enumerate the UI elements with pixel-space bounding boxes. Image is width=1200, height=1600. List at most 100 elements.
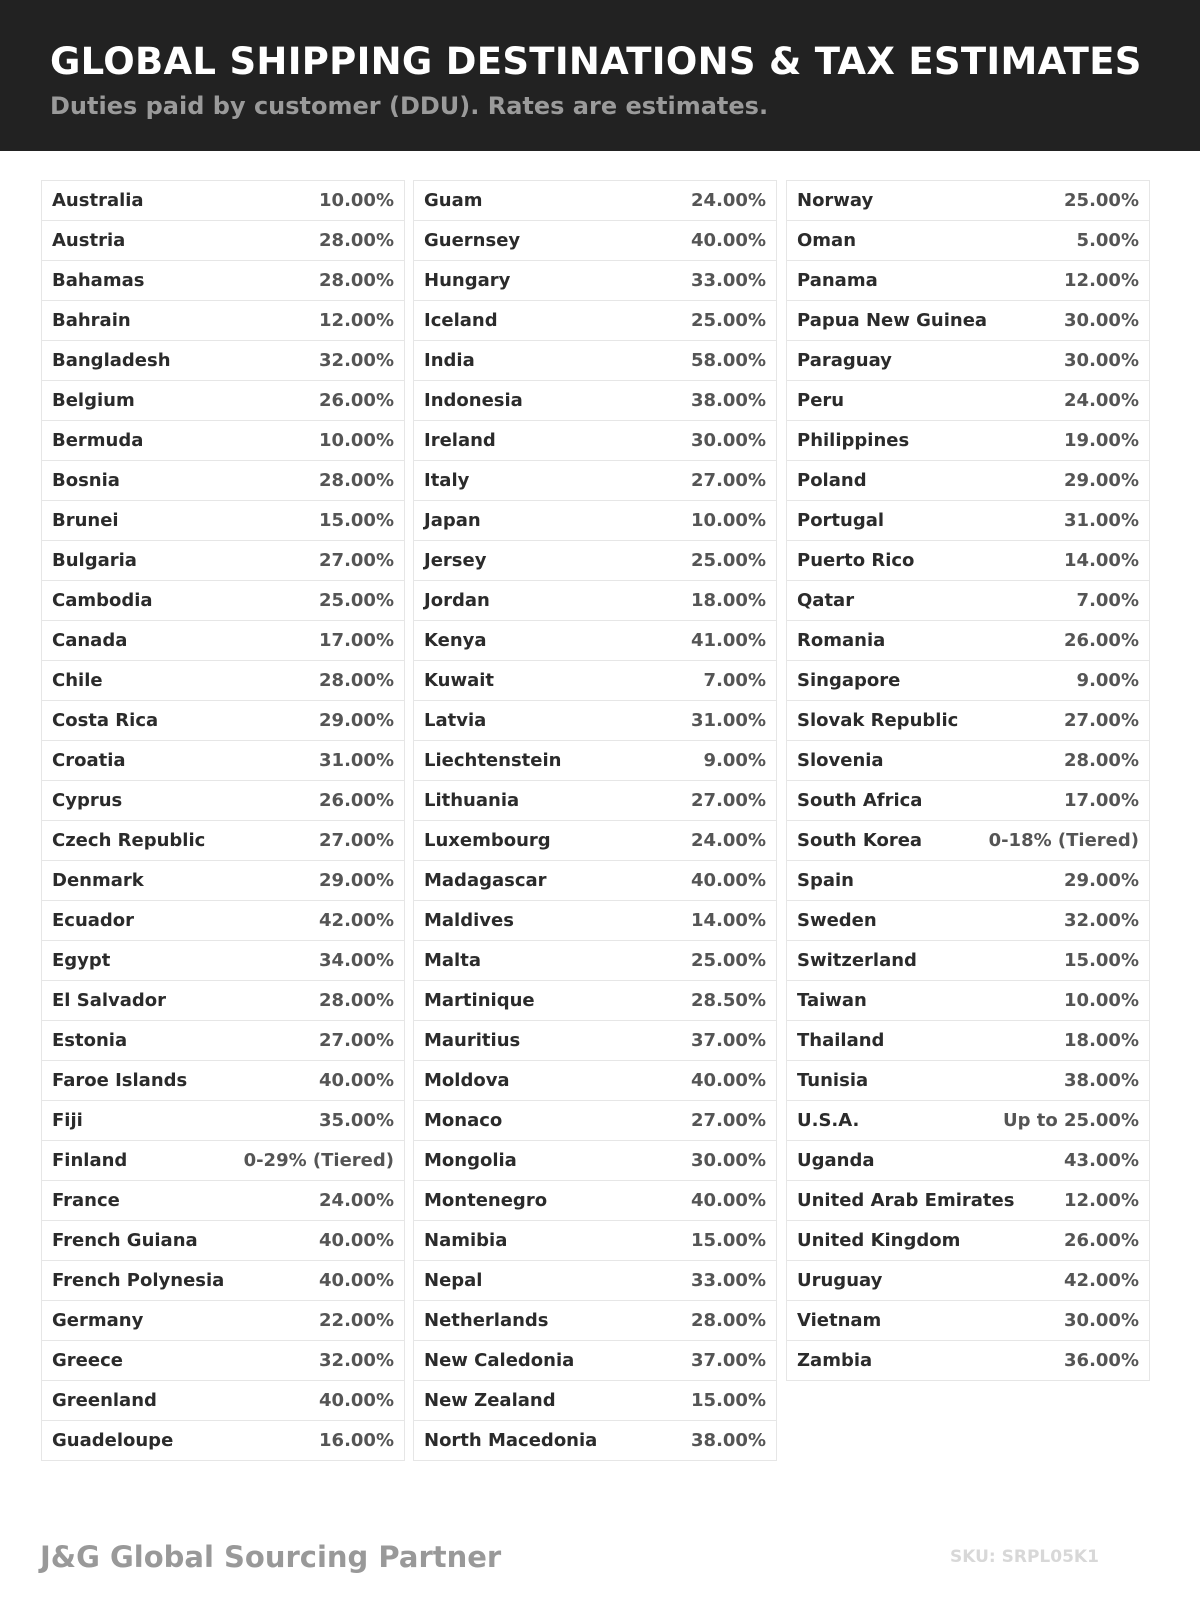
table-row: Puerto Rico 14.00% [787,541,1149,581]
country-name: France [52,1190,120,1211]
country-name: Japan [424,510,481,531]
country-name: Australia [52,190,144,211]
country-name: Finland [52,1150,128,1171]
country-name: Guernsey [424,230,521,251]
table-row: Greenland 40.00% [42,1381,404,1421]
table-row: Poland 29.00% [787,461,1149,501]
table-row: Sweden 32.00% [787,901,1149,941]
tax-rate: 28.00% [319,270,394,291]
country-name: Guam [424,190,483,211]
country-name: Namibia [424,1230,508,1251]
tax-rate: 40.00% [691,1070,766,1091]
tax-rate: 27.00% [691,1110,766,1131]
table-row: Denmark 29.00% [42,861,404,901]
table-row: Ecuador 42.00% [42,901,404,941]
table-row: Bahrain 12.00% [42,301,404,341]
table-row: French Polynesia 40.00% [42,1261,404,1301]
table-row: Namibia 15.00% [414,1221,776,1261]
tax-rate: 37.00% [691,1030,766,1051]
country-name: Hungary [424,270,511,291]
country-name: Poland [797,470,867,491]
table-row: Greece 32.00% [42,1341,404,1381]
tax-rate: 19.00% [1064,430,1139,451]
country-name: South Korea [797,830,923,851]
tax-rate: 16.00% [319,1430,394,1451]
table-row: Switzerland 15.00% [787,941,1149,981]
table-row: Qatar 7.00% [787,581,1149,621]
table-row: Costa Rica 29.00% [42,701,404,741]
table-row: Zambia 36.00% [787,1341,1149,1381]
page-subtitle: Duties paid by customer (DDU). Rates are… [50,92,769,120]
tax-rate: 27.00% [319,1030,394,1051]
country-name: Maldives [424,910,514,931]
tax-rate: 10.00% [319,430,394,451]
table-row: Canada 17.00% [42,621,404,661]
table-row: Mongolia 30.00% [414,1141,776,1181]
country-name: Zambia [797,1350,873,1371]
country-name: Estonia [52,1030,128,1051]
tax-rate: 32.00% [1064,910,1139,931]
tax-rate: 27.00% [319,830,394,851]
tax-rate: 35.00% [319,1110,394,1131]
country-name: North Macedonia [424,1430,598,1451]
table-row: Faroe Islands 40.00% [42,1061,404,1101]
table-row: Thailand 18.00% [787,1021,1149,1061]
tax-rate: 25.00% [1064,190,1139,211]
rates-column-2: Guam 24.00% Guernsey 40.00% Hungary 33.00% Ice… [413,180,777,1461]
table-row: Uruguay 42.00% [787,1261,1149,1301]
tax-rate: 12.00% [1064,270,1139,291]
tax-rate: 30.00% [691,430,766,451]
header-banner: GLOBAL SHIPPING DESTINATIONS & TAX ESTIM… [0,0,1200,151]
country-name: Netherlands [424,1310,549,1331]
tax-rate: 30.00% [1064,310,1139,331]
country-name: Ecuador [52,910,135,931]
table-row: Finland 0-29% (Tiered) [42,1141,404,1181]
country-name: Costa Rica [52,710,159,731]
brand-name: J&G Global Sourcing Partner [40,1540,502,1574]
country-name: Bahamas [52,270,145,291]
tax-rate: 38.00% [691,390,766,411]
country-name: Oman [797,230,857,251]
table-row: Slovenia 28.00% [787,741,1149,781]
country-name: Nepal [424,1270,483,1291]
country-name: Bermuda [52,430,144,451]
country-name: Bosnia [52,470,120,491]
rates-column-3: Norway 25.00% Oman 5.00% Panama 12.00% Papua N… [786,180,1150,1381]
sku-label: SKU: SRPL05K1 [950,1547,1099,1567]
tax-rate: 14.00% [691,910,766,931]
country-name: Spain [797,870,854,891]
table-row: Fiji 35.00% [42,1101,404,1141]
tax-rate: 18.00% [691,590,766,611]
table-row: Oman 5.00% [787,221,1149,261]
tax-rate: 0-18% (Tiered) [988,830,1139,851]
table-row: Brunei 15.00% [42,501,404,541]
tax-rate: 24.00% [691,190,766,211]
country-name: Kuwait [424,670,494,691]
tax-rate: 40.00% [691,870,766,891]
table-row: Australia 10.00% [42,181,404,221]
table-row: Estonia 27.00% [42,1021,404,1061]
country-name: Qatar [797,590,855,611]
tax-rate: 28.00% [319,230,394,251]
tax-rate: 26.00% [1064,1230,1139,1251]
country-name: Latvia [424,710,487,731]
tax-rate: 28.00% [319,470,394,491]
country-name: United Kingdom [797,1230,961,1251]
country-name: Liechtenstein [424,750,562,771]
country-name: United Arab Emirates [797,1190,1015,1211]
tax-rate: 38.00% [691,1430,766,1451]
country-name: Egypt [52,950,111,971]
table-row: Guernsey 40.00% [414,221,776,261]
table-row: Montenegro 40.00% [414,1181,776,1221]
table-row: Cyprus 26.00% [42,781,404,821]
country-name: Indonesia [424,390,523,411]
country-name: Bangladesh [52,350,171,371]
country-name: Cambodia [52,590,153,611]
table-row: Philippines 19.00% [787,421,1149,461]
table-row: Chile 28.00% [42,661,404,701]
country-name: Switzerland [797,950,917,971]
country-name: Philippines [797,430,910,451]
page-title: GLOBAL SHIPPING DESTINATIONS & TAX ESTIM… [50,40,1142,83]
country-name: Greece [52,1350,123,1371]
country-name: Faroe Islands [52,1070,188,1091]
